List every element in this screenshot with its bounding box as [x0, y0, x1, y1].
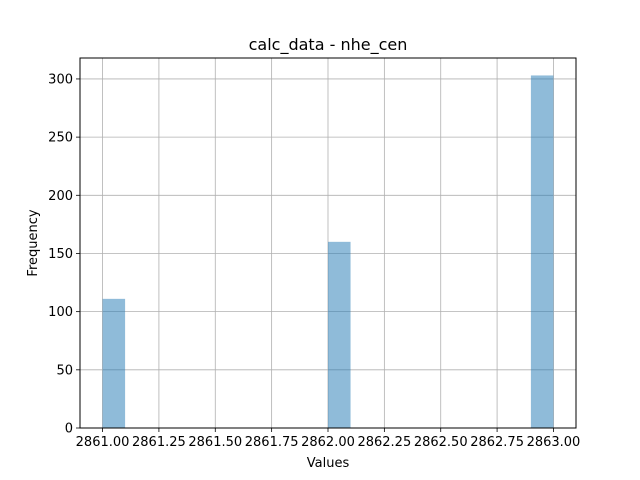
- histogram-bar: [102, 298, 126, 428]
- y-tick-label: 300: [48, 72, 73, 87]
- y-tick-label: 100: [48, 305, 73, 320]
- x-tick-label: 2862.75: [470, 435, 524, 450]
- x-tick-label: 2862.50: [414, 435, 468, 450]
- y-axis-label: Frequency: [26, 209, 41, 276]
- x-tick-label: 2863.00: [527, 435, 581, 450]
- x-tick-label: 2861.25: [132, 435, 186, 450]
- x-axis-label: Values: [307, 456, 350, 471]
- histogram-bar: [328, 241, 351, 428]
- x-tick-label: 2861.50: [188, 435, 242, 450]
- histogram-bars: [102, 75, 554, 429]
- y-axis-ticks: 0 50 100 150 200 250 300: [48, 72, 80, 437]
- chart-title: calc_data - nhe_cen: [249, 35, 408, 55]
- x-tick-label: 2861.00: [76, 435, 130, 450]
- y-tick-label: 0: [65, 422, 73, 437]
- x-axis-ticks: 2861.00 2861.25 2861.50 2861.75 2862.00 2862.…: [76, 428, 581, 450]
- x-tick-label: 2862.00: [301, 435, 355, 450]
- y-tick-label: 250: [48, 131, 73, 146]
- y-tick-label: 200: [48, 189, 73, 204]
- x-tick-label: 2862.25: [357, 435, 411, 450]
- y-tick-label: 150: [48, 247, 73, 262]
- y-tick-label: 50: [56, 363, 73, 378]
- x-tick-label: 2861.75: [245, 435, 299, 450]
- histogram-bar: [530, 75, 554, 429]
